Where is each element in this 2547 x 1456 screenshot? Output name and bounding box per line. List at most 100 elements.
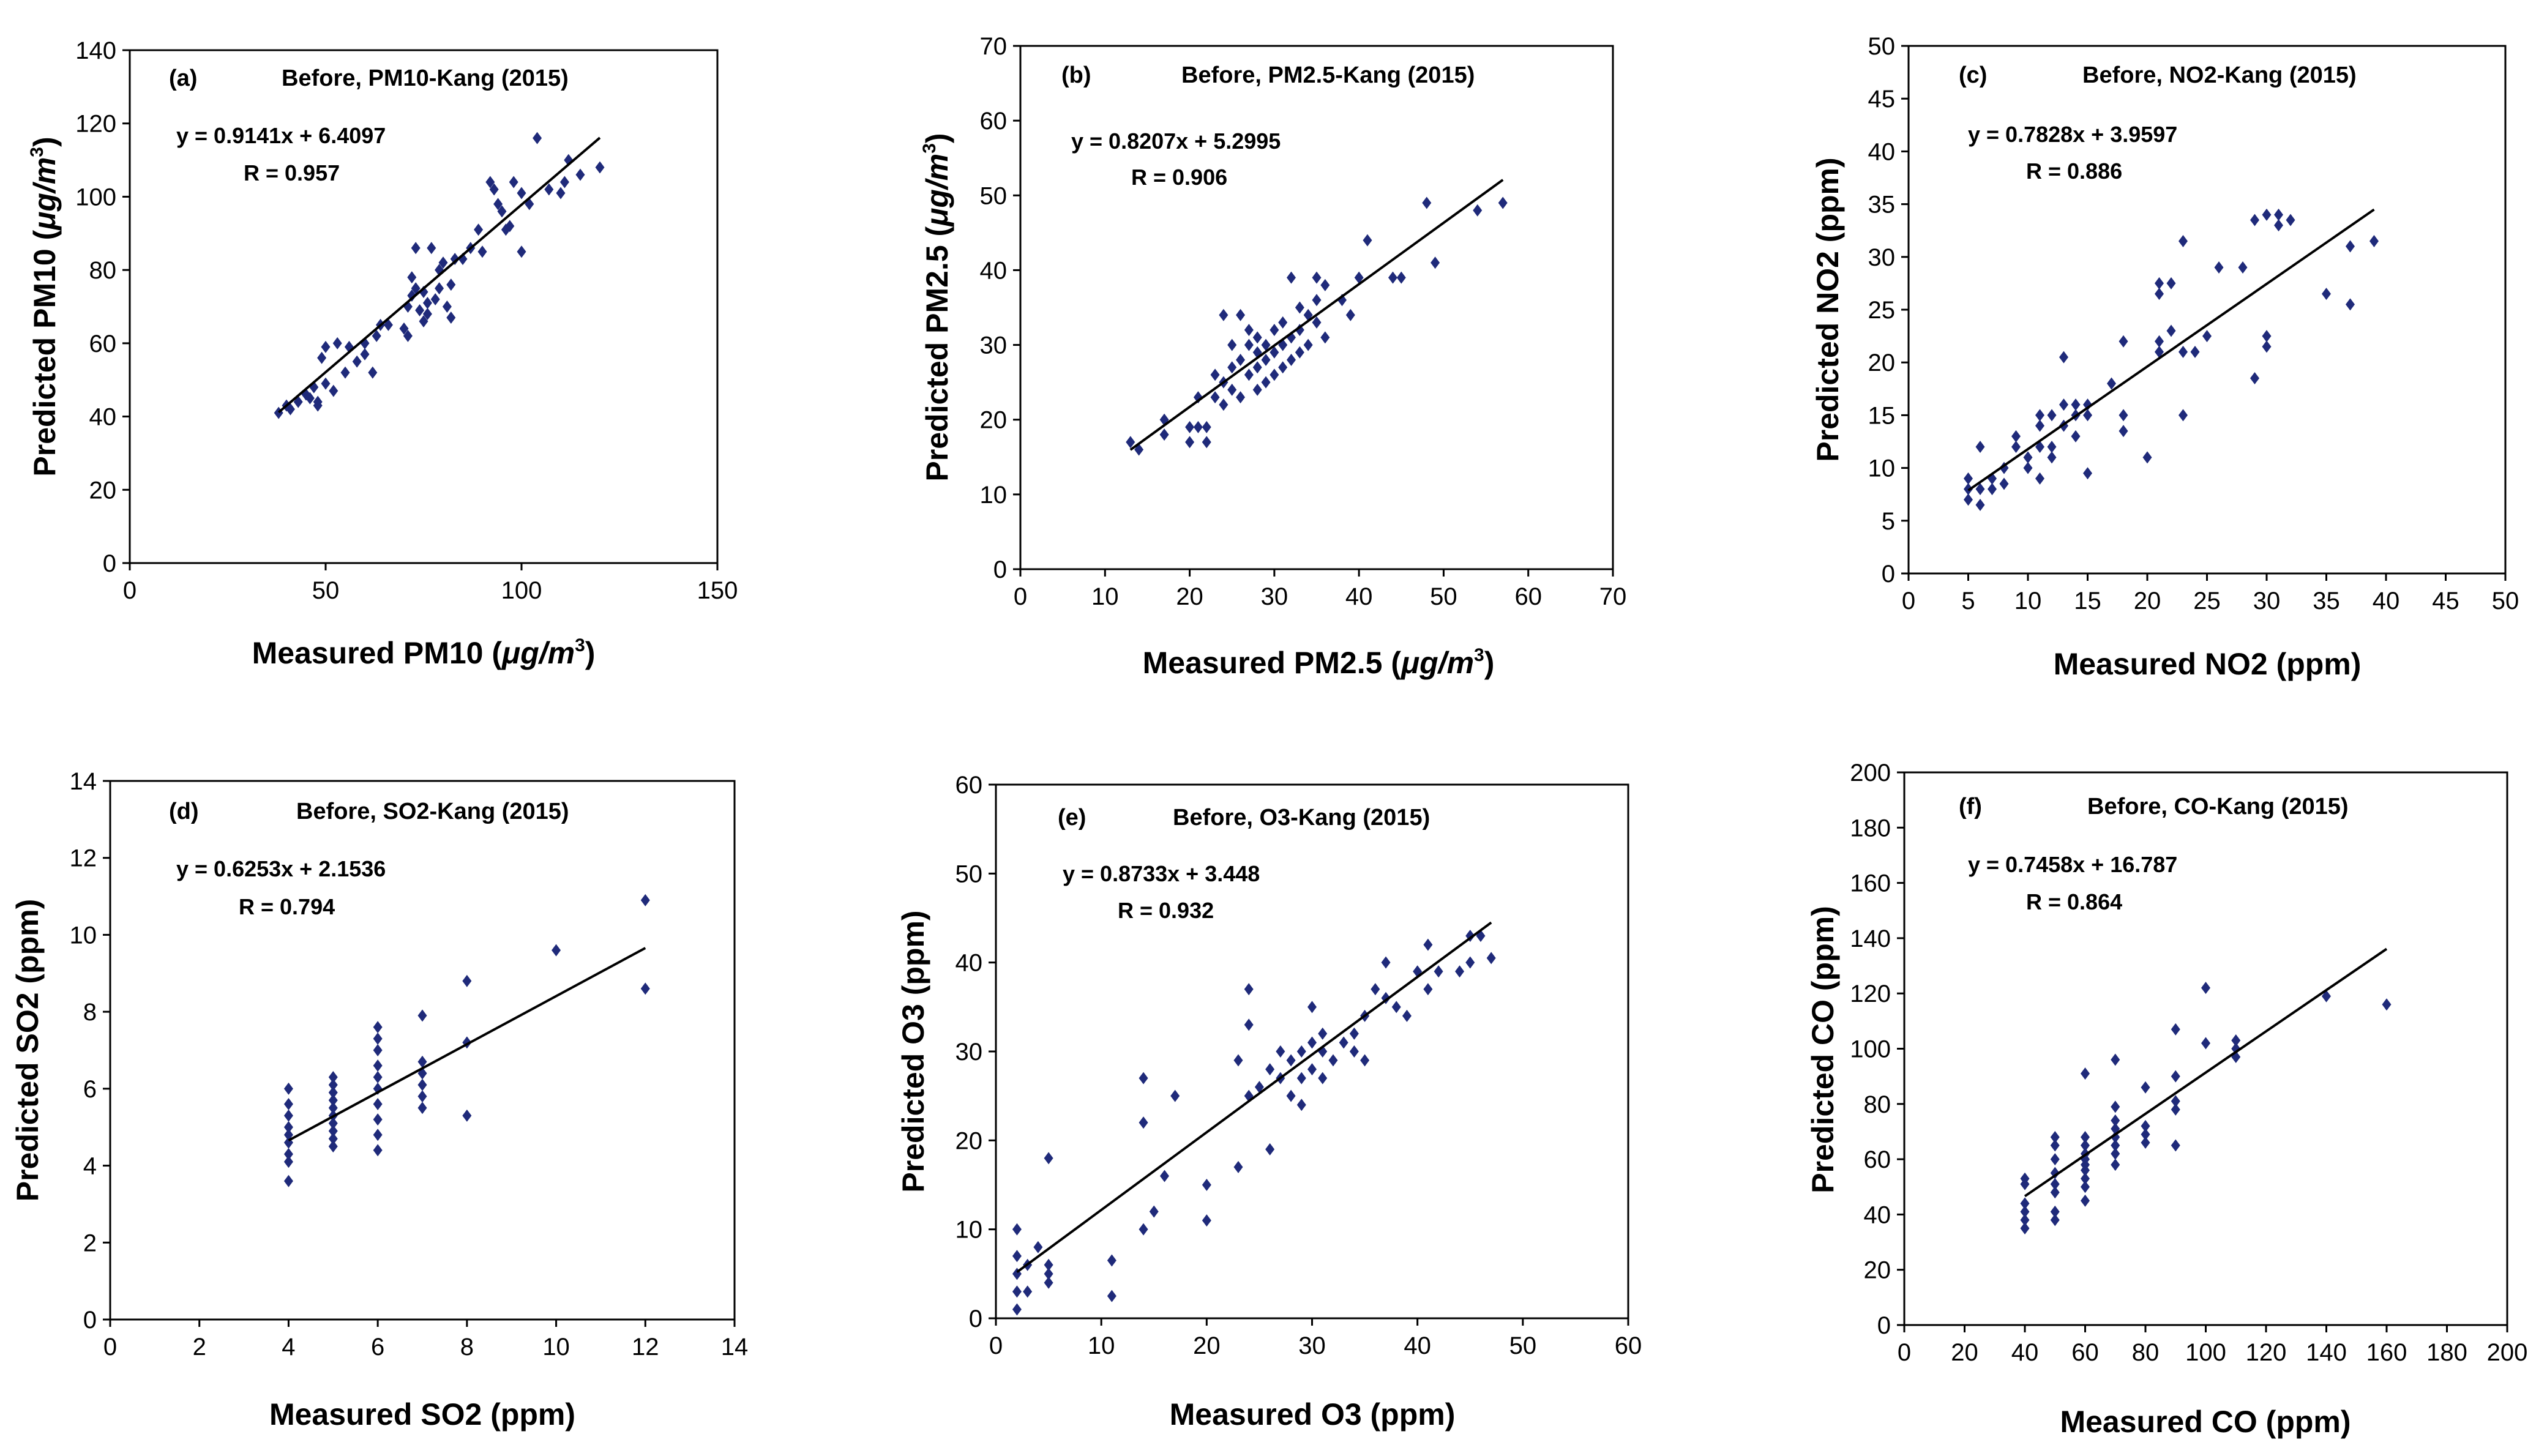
chart-panel-so2: 0 2 4 6 8 10 12 14 0 2 4 6 8 10 12 14 (d) Before, SO2-… — [10, 768, 748, 1432]
data-point — [435, 282, 444, 295]
data-point — [1244, 324, 1254, 337]
data-point — [328, 1086, 338, 1099]
correlation-r: R = 0.932 — [1118, 898, 1214, 923]
y-tick-label: 10 — [980, 482, 1008, 509]
chart-title: Before, O3-Kang (2015) — [1173, 805, 1430, 831]
x-tick-label: 140 — [2306, 1339, 2347, 1366]
data-point — [1278, 361, 1288, 374]
data-point — [438, 256, 448, 269]
data-point — [328, 1102, 338, 1114]
data-point — [1339, 1036, 1348, 1049]
data-point — [1287, 271, 1296, 284]
data-point — [2171, 1139, 2180, 1152]
data-point — [2020, 1222, 2030, 1234]
data-point — [1295, 301, 1304, 314]
data-point — [2166, 324, 2176, 337]
y-tick-label: 80 — [89, 257, 117, 284]
x-axis-title: Measured CO (ppm) — [2060, 1405, 2351, 1439]
data-point — [373, 1059, 383, 1072]
y-tick-label: 70 — [980, 33, 1008, 60]
y-tick-label: 20 — [980, 407, 1008, 434]
data-point — [417, 1009, 427, 1022]
y-tick-label: 60 — [89, 330, 117, 357]
y-tick-label: 30 — [956, 1039, 983, 1066]
plot-area — [129, 49, 719, 564]
x-tick-label: 35 — [2313, 588, 2340, 614]
data-point — [2111, 1053, 2120, 1066]
data-points — [283, 894, 650, 1187]
data-point — [1159, 1170, 1169, 1182]
data-point — [559, 176, 569, 189]
y-axis-ticks: 0 20 40 60 80 100 120 140 — [75, 37, 130, 577]
data-point — [2250, 372, 2259, 385]
data-point — [2111, 1159, 2120, 1171]
y-tick-label: 60 — [980, 108, 1008, 135]
data-point — [2369, 234, 2379, 247]
y-axis-title: Predicted NO2 (ppm) — [1811, 157, 1845, 461]
data-point — [2179, 409, 2188, 422]
chart-panel-o3: 0 10 20 30 40 50 60 0 10 20 30 40 50 60 (e) Before, … — [896, 772, 1642, 1432]
x-tick-label: 50 — [312, 577, 340, 604]
data-point — [2171, 1103, 2180, 1116]
x-axis-ticks: 0 2 4 6 8 10 12 14 — [103, 1320, 748, 1361]
data-point — [1465, 956, 1475, 969]
data-point — [328, 1094, 338, 1107]
y-tick-label: 20 — [89, 477, 117, 504]
data-point — [1252, 383, 1262, 396]
data-point — [2023, 451, 2033, 464]
data-point — [442, 301, 452, 313]
data-point — [1265, 1063, 1275, 1076]
data-point — [419, 315, 428, 327]
panel-label: (b) — [1061, 62, 1091, 88]
chart-panel-no2: 0 5 10 15 20 25 30 35 40 45 50 0 5 10 15 20 25 30 35 40 45 5… — [1811, 33, 2519, 681]
y-axis-ticks: 0 2 4 6 8 10 12 14 — [70, 768, 110, 1334]
data-point — [328, 1078, 338, 1091]
y-tick-label: 50 — [980, 182, 1008, 209]
data-point — [2155, 345, 2164, 358]
data-point — [2071, 430, 2081, 442]
y-tick-label: 0 — [103, 550, 116, 577]
correlation-r: R = 0.886 — [2026, 159, 2122, 184]
trendline — [2024, 947, 2388, 1198]
y-tick-label: 2 — [83, 1230, 97, 1256]
data-point — [1236, 354, 1246, 366]
data-point — [352, 355, 362, 368]
data-point — [2047, 451, 2057, 464]
data-point — [283, 1082, 293, 1095]
data-point — [1149, 1205, 1159, 1218]
trendline — [1129, 179, 1504, 451]
x-tick-label: 10 — [542, 1334, 570, 1361]
data-point — [399, 322, 409, 335]
data-point — [1975, 483, 1985, 496]
data-point — [1473, 204, 1483, 217]
panel-label: (e) — [1058, 805, 1086, 831]
data-point — [2119, 409, 2128, 422]
x-tick-label: 120 — [2246, 1339, 2287, 1366]
data-points — [1012, 930, 1496, 1316]
data-point — [403, 329, 413, 342]
data-point — [1270, 346, 1279, 359]
data-point — [474, 223, 484, 236]
data-point — [462, 974, 472, 987]
x-tick-label: 60 — [1514, 583, 1542, 610]
data-point — [505, 220, 515, 233]
data-point — [1261, 376, 1271, 389]
data-point — [1975, 498, 1985, 511]
data-point — [407, 289, 417, 302]
data-point — [1312, 271, 1322, 284]
x-tick-label: 0 — [989, 1332, 1003, 1359]
y-tick-label: 15 — [1868, 402, 1896, 429]
data-point — [283, 1121, 293, 1133]
x-axis-ticks: 0 10 20 30 40 50 60 70 — [1014, 569, 1626, 610]
data-point — [1261, 338, 1271, 351]
y-tick-label: 4 — [83, 1153, 97, 1180]
data-point — [2202, 330, 2212, 343]
data-point — [2155, 277, 2164, 289]
data-point — [1170, 1089, 1180, 1102]
data-point — [2238, 261, 2248, 274]
data-point — [2050, 1205, 2060, 1218]
data-point — [575, 168, 585, 181]
data-point — [2166, 277, 2176, 289]
x-axis-ticks: 0 50 100 150 — [123, 563, 738, 604]
data-point — [2047, 441, 2057, 454]
